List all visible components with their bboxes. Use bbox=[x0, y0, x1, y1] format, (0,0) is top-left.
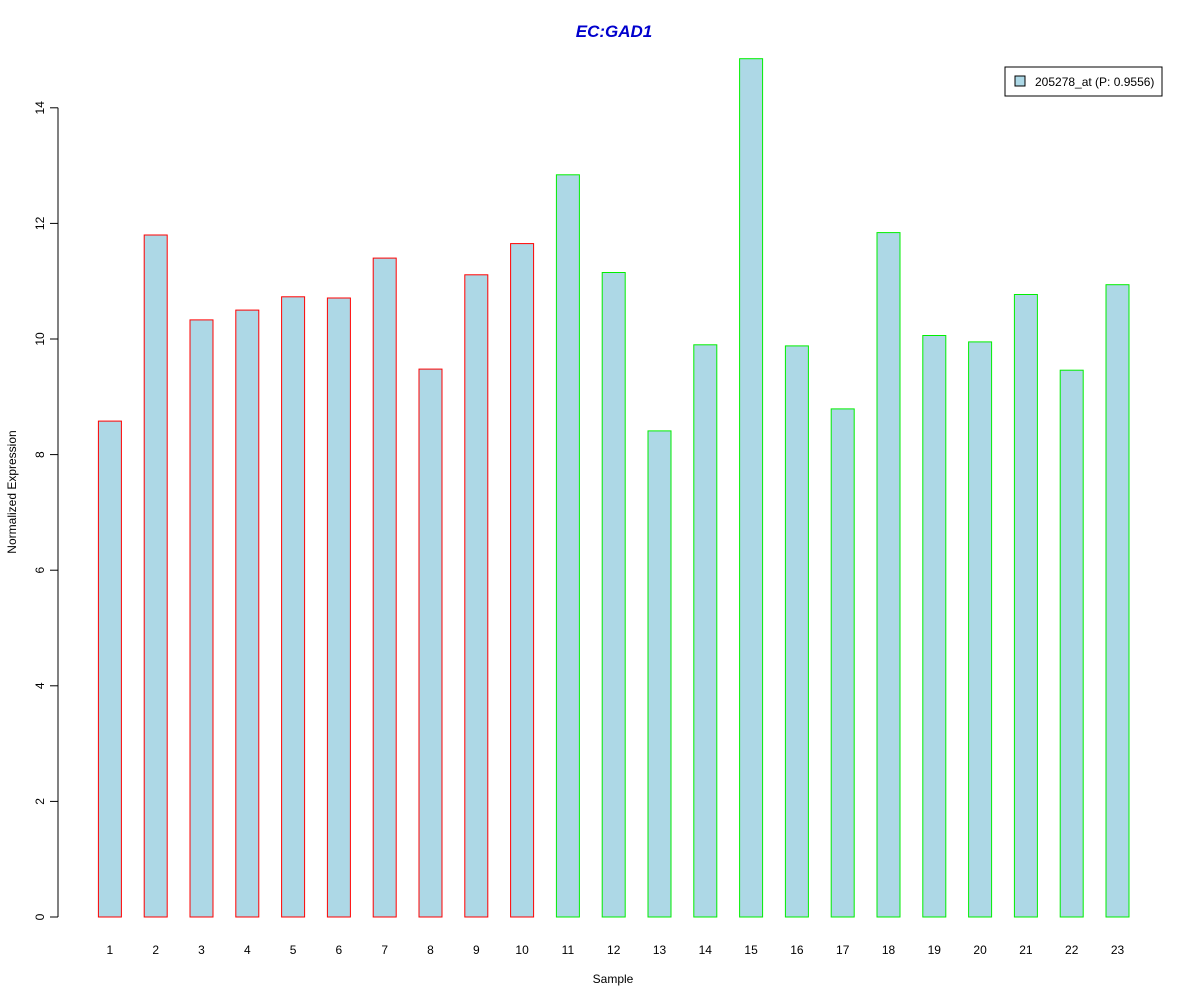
y-axis: 0 2 4 6 8 10 12 14 bbox=[33, 101, 59, 920]
bar-sample-12 bbox=[601, 272, 626, 918]
x-tick-label: 15 bbox=[744, 943, 758, 957]
x-tick-label: 9 bbox=[473, 943, 480, 957]
y-tick-label: 12 bbox=[33, 216, 47, 230]
x-tick-label: 14 bbox=[699, 943, 713, 957]
bar-sample-4 bbox=[235, 309, 260, 918]
legend-swatch bbox=[1014, 75, 1026, 87]
x-tick-label: 6 bbox=[336, 943, 343, 957]
x-tick-label: 8 bbox=[427, 943, 434, 957]
y-tick-label: 6 bbox=[33, 567, 47, 574]
legend: 205278_at (P: 0.9556) bbox=[1004, 66, 1163, 97]
bar-sample-9 bbox=[464, 274, 489, 918]
y-tick-label: 10 bbox=[33, 332, 47, 346]
x-tick-label: 20 bbox=[973, 943, 987, 957]
x-tick-label: 2 bbox=[152, 943, 159, 957]
bar-sample-10 bbox=[510, 243, 535, 918]
bar-series bbox=[97, 58, 1130, 918]
x-tick-label: 5 bbox=[290, 943, 297, 957]
x-tick-label: 23 bbox=[1111, 943, 1125, 957]
bar-sample-15 bbox=[739, 58, 764, 918]
bar-sample-14 bbox=[693, 344, 718, 918]
bar-sample-17 bbox=[830, 408, 855, 918]
bar-sample-13 bbox=[647, 430, 672, 918]
bar-sample-18 bbox=[876, 232, 901, 918]
bar-sample-16 bbox=[784, 345, 809, 918]
y-tick-label: 14 bbox=[33, 101, 47, 115]
y-tick-label: 4 bbox=[33, 682, 47, 689]
bar-sample-11 bbox=[555, 174, 580, 918]
x-tick-label: 12 bbox=[607, 943, 621, 957]
x-tick-label: 21 bbox=[1019, 943, 1033, 957]
legend-box bbox=[1004, 66, 1163, 97]
x-tick-label: 3 bbox=[198, 943, 205, 957]
x-tick-label: 4 bbox=[244, 943, 251, 957]
y-tick-label: 0 bbox=[33, 913, 47, 920]
x-tick-label: 13 bbox=[653, 943, 667, 957]
x-tick-label: 1 bbox=[107, 943, 114, 957]
x-axis-label: Sample bbox=[593, 972, 634, 986]
y-tick-label: 2 bbox=[33, 798, 47, 805]
x-tick-label: 10 bbox=[515, 943, 529, 957]
bar-sample-2 bbox=[143, 234, 168, 918]
x-tick-label: 17 bbox=[836, 943, 850, 957]
bar-sample-3 bbox=[189, 319, 214, 918]
y-tick-label: 8 bbox=[33, 451, 47, 458]
x-tick-labels: 1 2 3 4 5 6 7 8 9 10 11 12 13 14 15 16 17 18 19 20 21 22 23 bbox=[107, 943, 1125, 957]
x-tick-label: 19 bbox=[928, 943, 942, 957]
bar-sample-19 bbox=[922, 335, 947, 918]
x-tick-label: 11 bbox=[562, 943, 575, 957]
bar-sample-22 bbox=[1059, 369, 1084, 918]
bar-sample-7 bbox=[372, 257, 397, 918]
bar-sample-6 bbox=[326, 297, 351, 918]
chart-title: EC:GAD1 bbox=[576, 22, 653, 41]
x-tick-label: 7 bbox=[381, 943, 388, 957]
bar-sample-5 bbox=[281, 296, 306, 918]
bar-sample-21 bbox=[1013, 294, 1038, 918]
legend-label: 205278_at (P: 0.9556) bbox=[1035, 75, 1154, 89]
x-tick-label: 22 bbox=[1065, 943, 1079, 957]
x-tick-label: 18 bbox=[882, 943, 896, 957]
bar-sample-1 bbox=[97, 420, 122, 918]
bar-sample-8 bbox=[418, 368, 443, 918]
bar-sample-20 bbox=[968, 341, 993, 918]
bar-sample-23 bbox=[1105, 284, 1130, 918]
y-axis-label: Normalized Expression bbox=[5, 430, 19, 553]
x-tick-label: 16 bbox=[790, 943, 804, 957]
